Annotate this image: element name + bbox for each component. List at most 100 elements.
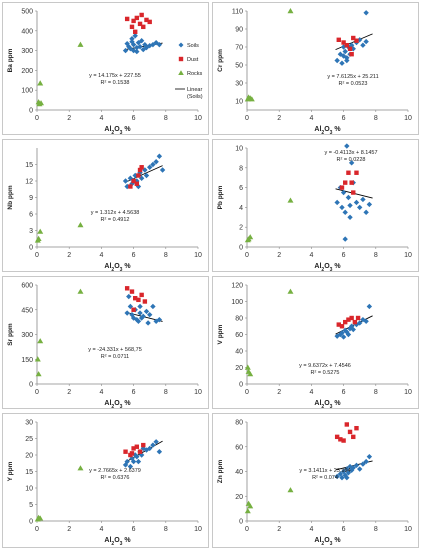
y-axis-label: Y ppm <box>7 461 14 481</box>
point-soils <box>135 458 142 465</box>
x-tick-label: 8 <box>374 526 378 533</box>
point-dust <box>346 317 351 322</box>
point-soils <box>348 160 355 166</box>
point-dust <box>147 19 152 25</box>
point-soils <box>334 473 340 480</box>
x-axis-label: Al2O3 % <box>314 400 341 408</box>
point-dust <box>336 37 341 42</box>
x-axis-label: Al2O3 % <box>314 263 341 271</box>
point-dust <box>347 46 353 51</box>
x-tick-label: 0 <box>245 526 249 533</box>
point-dust <box>141 442 146 448</box>
chart-panel-zn: 0 2 4 6 8 10 0 20 40 60 80 Zn ppm Al2O3 % y = 3.1411x… <box>212 413 419 548</box>
point-soils <box>344 143 350 149</box>
point-soils <box>339 474 345 481</box>
point-rocks <box>34 356 41 362</box>
trend-equation: y = 2.7665x + 2.6379 <box>89 468 141 474</box>
y-tick-label: 15 <box>25 162 33 169</box>
point-dust <box>139 292 144 298</box>
point-soils <box>129 36 135 42</box>
point-soils <box>348 42 355 48</box>
point-soils <box>334 57 340 64</box>
chart-svg: 0 2 4 6 8 10 0 2 4 6 8 10 Pb ppm Al2O3 % y = -0.4113x … <box>217 143 412 271</box>
x-tick-label: 10 <box>404 115 412 122</box>
point-soils <box>366 303 373 310</box>
point-soils <box>337 51 344 57</box>
point-dust <box>341 40 346 45</box>
y-tick-label: 0 <box>239 382 243 389</box>
point-soils <box>348 323 355 329</box>
point-dust <box>137 449 143 454</box>
point-dust <box>347 429 353 435</box>
point-soils <box>360 42 366 48</box>
point-soils <box>344 57 350 64</box>
point-soils <box>366 453 373 460</box>
x-tick-label: 0 <box>35 526 39 533</box>
point-rocks <box>244 508 251 514</box>
y-tick-label: 80 <box>235 316 243 323</box>
x-tick-label: 8 <box>164 526 168 533</box>
y-tick-label: 50 <box>235 63 243 70</box>
x-tick-label: 10 <box>194 389 202 396</box>
point-soils <box>159 167 166 173</box>
y-tick-label: 40 <box>235 349 243 356</box>
point-soils <box>124 458 130 465</box>
point-soils <box>135 318 142 324</box>
y-tick-label: 100 <box>231 299 243 306</box>
y-tick-label: 2 <box>239 225 243 232</box>
point-rocks <box>247 371 254 377</box>
point-soils <box>350 465 356 471</box>
trend-equation: y = -0.4113x + 8.1457 <box>324 150 377 156</box>
point-soils <box>334 199 340 206</box>
x-tick-label: 0 <box>245 252 249 259</box>
point-soils <box>340 189 347 196</box>
x-tick-label: 6 <box>132 526 136 533</box>
point-rocks <box>77 222 84 228</box>
x-tick-label: 6 <box>132 252 136 259</box>
point-soils <box>344 329 350 335</box>
point-soils <box>137 43 143 50</box>
x-tick-label: 6 <box>342 115 346 122</box>
point-rocks <box>248 96 255 102</box>
point-rocks <box>37 338 44 344</box>
chart-svg: 0 2 4 6 8 10 0 3 6 9 12 15 Nb ppm Al2O3 % y = 1.312x +… <box>7 148 202 271</box>
point-dust <box>349 52 354 57</box>
legend-label-linear: Linear <box>187 87 202 93</box>
x-tick-label: 0 <box>245 389 249 396</box>
x-tick-label: 2 <box>67 389 71 396</box>
point-soils <box>150 303 156 310</box>
y-axis-label: Ba ppm <box>7 48 14 72</box>
x-tick-label: 2 <box>277 389 281 396</box>
x-tick-label: 8 <box>164 115 168 122</box>
point-dust <box>355 315 361 321</box>
y-tick-label: 450 <box>21 307 33 314</box>
x-tick-label: 4 <box>99 252 103 259</box>
point-soils <box>122 178 129 184</box>
point-dust <box>352 319 358 325</box>
point-dust <box>344 422 350 427</box>
point-soils <box>153 439 159 445</box>
point-dust <box>351 35 356 41</box>
trend-r2: R² = 0.5275 <box>311 370 340 376</box>
point-soils <box>156 316 163 323</box>
chart-svg: 0 2 4 6 8 10 10 30 50 70 90 110 Cr ppm Al2O3 % y = 7.6… <box>217 8 412 134</box>
point-soils <box>142 41 148 48</box>
y-tick-label: 8 <box>239 165 243 172</box>
y-tick-label: 6 <box>29 212 33 219</box>
y-tick-label: 40 <box>235 469 243 476</box>
y-tick-label: 20 <box>235 494 243 501</box>
point-rocks <box>37 228 44 234</box>
point-soils <box>124 310 130 316</box>
point-soils <box>337 331 344 338</box>
point-rocks <box>287 487 294 493</box>
point-soils <box>137 303 143 310</box>
y-tick-label: 0 <box>29 245 33 252</box>
x-tick-label: 0 <box>35 115 39 122</box>
point-soils <box>122 47 129 54</box>
point-dust <box>137 21 143 27</box>
y-tick-label: 4 <box>239 205 243 212</box>
point-dust <box>134 181 140 186</box>
y-tick-label: 10 <box>235 146 243 153</box>
point-dust <box>354 425 359 431</box>
point-dust <box>339 185 345 190</box>
